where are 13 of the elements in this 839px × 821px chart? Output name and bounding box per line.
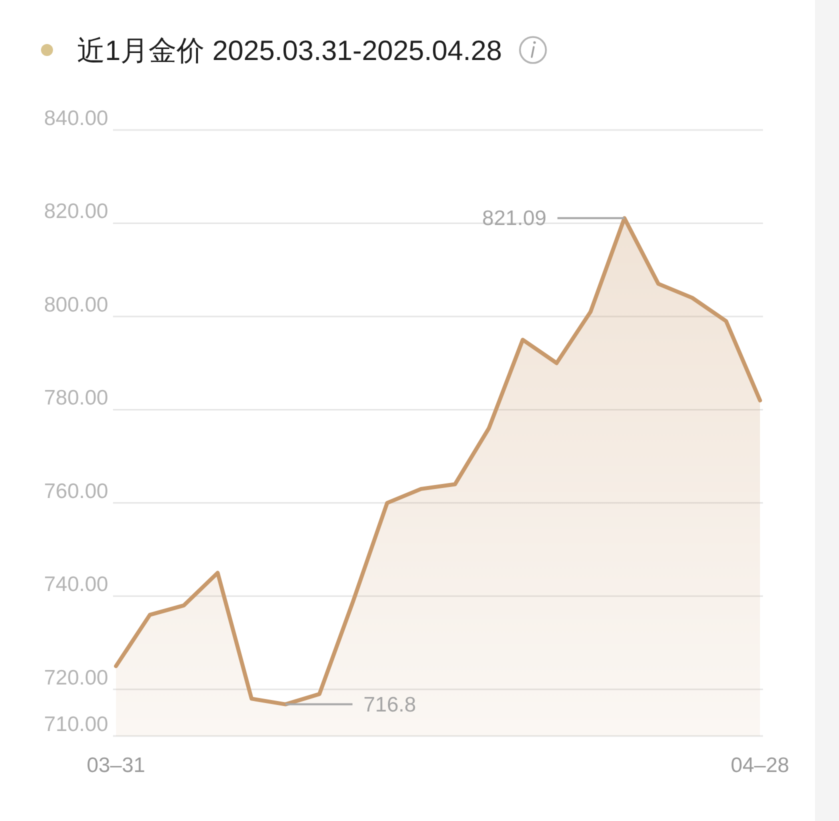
y-tick-label: 760.00 bbox=[44, 480, 108, 503]
y-tick-label: 740.00 bbox=[44, 573, 108, 596]
title: 近1月金价 2025.03.31-2025.04.28 bbox=[77, 35, 502, 66]
y-tick-label: 720.00 bbox=[44, 666, 108, 690]
y-tick-label: 780.00 bbox=[44, 386, 108, 410]
y-tick-label: 820.00 bbox=[44, 200, 108, 224]
data-label: 716.8 bbox=[363, 693, 416, 716]
y-tick-label: 800.00 bbox=[44, 293, 108, 316]
y-tick-label: 840.00 bbox=[44, 107, 108, 130]
y-tick-label: 710.00 bbox=[44, 713, 108, 736]
data-label: 821.09 bbox=[482, 207, 546, 230]
x-tick-label: 03–31 bbox=[86, 754, 146, 777]
x-tick-label: 04–28 bbox=[730, 754, 790, 777]
